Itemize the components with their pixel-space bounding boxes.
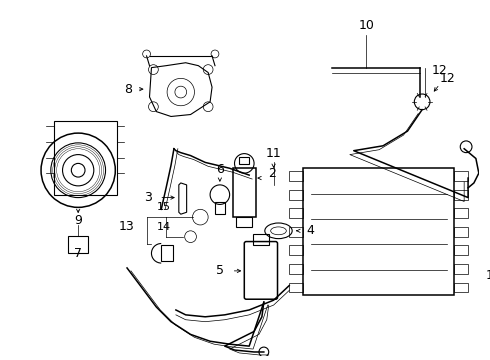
Text: 5: 5 — [216, 264, 224, 277]
Bar — [237, 217, 252, 227]
Bar — [233, 168, 256, 217]
Text: 11: 11 — [266, 147, 281, 160]
Text: 1: 1 — [486, 269, 490, 282]
Text: 10: 10 — [359, 19, 374, 32]
Bar — [161, 246, 173, 261]
Bar — [303, 168, 454, 295]
Text: 3: 3 — [144, 191, 151, 204]
Bar — [253, 234, 269, 246]
Text: 2: 2 — [268, 167, 275, 180]
Text: 14: 14 — [157, 222, 171, 232]
Text: 8: 8 — [124, 83, 132, 96]
Text: 12: 12 — [432, 64, 447, 77]
Bar — [240, 157, 249, 165]
Text: 7: 7 — [74, 247, 82, 260]
Bar — [454, 227, 468, 237]
Bar — [289, 283, 303, 292]
Bar — [454, 190, 468, 199]
Text: 13: 13 — [119, 220, 135, 233]
Bar — [289, 171, 303, 181]
Text: 12: 12 — [440, 72, 455, 85]
Bar — [454, 171, 468, 181]
Text: 4: 4 — [307, 224, 315, 237]
Text: 6: 6 — [216, 163, 224, 176]
Text: 15: 15 — [157, 202, 171, 212]
Bar — [454, 283, 468, 292]
Bar — [69, 236, 88, 253]
Text: 9: 9 — [74, 213, 82, 226]
Bar — [289, 227, 303, 237]
Bar — [54, 121, 117, 195]
Bar — [454, 264, 468, 274]
Bar — [215, 202, 225, 214]
Bar — [454, 246, 468, 255]
Bar — [289, 190, 303, 199]
Bar — [454, 208, 468, 218]
Bar — [289, 246, 303, 255]
Bar — [289, 208, 303, 218]
Bar — [289, 264, 303, 274]
